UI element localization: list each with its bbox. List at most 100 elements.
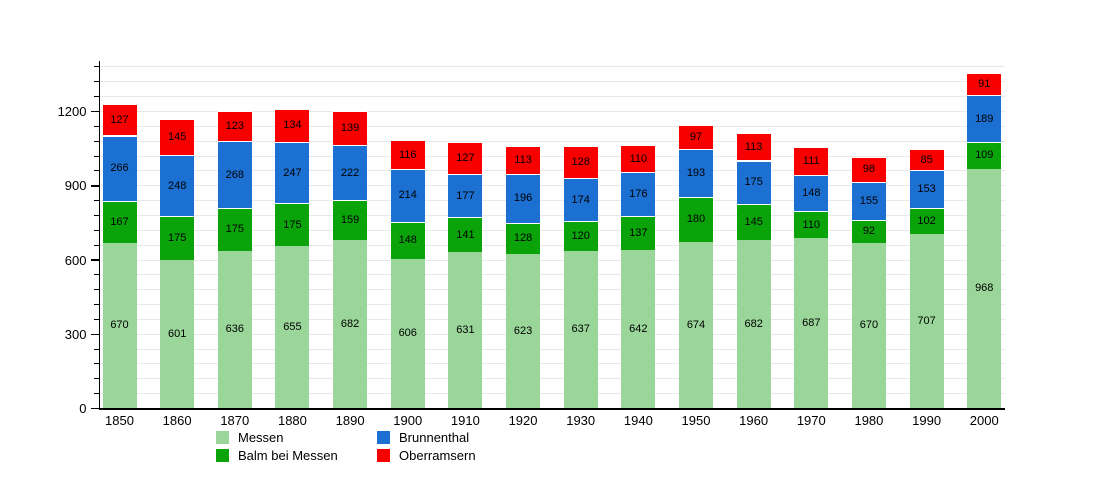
gridline <box>100 244 1005 246</box>
bar-segment-messen: 642 <box>621 249 656 409</box>
bar-value-label: 134 <box>283 119 302 132</box>
y-minor-tick <box>93 274 99 276</box>
y-minor-tick <box>93 229 99 231</box>
bar-value-label: 214 <box>398 189 417 202</box>
bar-value-label: 670 <box>110 319 129 332</box>
bar-segment-messen: 636 <box>217 251 252 409</box>
y-minor-tick <box>93 155 99 157</box>
bar-segment-oberramsern: 113 <box>506 146 541 175</box>
gridline <box>100 96 1005 98</box>
bar-segment-messen: 601 <box>160 259 195 409</box>
bar-segment-brunnenthal: 222 <box>333 145 368 201</box>
bar-value-label: 193 <box>686 167 706 180</box>
bar-segment-balm-bei-messen: 175 <box>275 203 310 247</box>
gridline <box>100 229 1005 231</box>
gridline <box>100 289 1005 291</box>
bar-segment-oberramsern: 97 <box>679 125 713 150</box>
bar-segment-oberramsern: 98 <box>851 157 886 182</box>
bar-value-label: 123 <box>225 120 244 133</box>
x-tick-label: 1950 <box>681 413 711 428</box>
bar-value-label: 120 <box>571 229 590 242</box>
bar-segment-brunnenthal: 153 <box>909 170 944 209</box>
bar-segment-balm-bei-messen: 167 <box>102 201 137 243</box>
bar-segment-oberramsern: 110 <box>621 144 656 173</box>
bar-segment-oberramsern: 145 <box>160 119 195 156</box>
bar-segment-brunnenthal: 176 <box>621 172 656 216</box>
bar-value-label: 189 <box>975 112 994 125</box>
legend-label: Balm bei Messen <box>238 448 338 463</box>
bar-segment-messen: 682 <box>333 239 368 409</box>
legend-swatch <box>377 431 390 444</box>
gridline <box>100 66 1005 68</box>
y-minor-tick <box>93 140 99 142</box>
gridline <box>100 81 1005 83</box>
x-tick-label: 1960 <box>739 413 769 428</box>
bar-value-label: 637 <box>571 323 590 336</box>
bar-value-label: 670 <box>859 319 879 332</box>
bar-value-label: 687 <box>802 316 821 329</box>
y-minor-tick <box>93 304 99 306</box>
x-tick-label: 1900 <box>393 413 423 428</box>
bar-value-label: 222 <box>340 166 360 179</box>
gridline <box>100 318 1005 320</box>
bar-value-label: 153 <box>917 183 936 196</box>
bar-value-label: 174 <box>571 193 590 206</box>
bar-value-label: 110 <box>802 218 821 231</box>
bar-segment-balm-bei-messen: 180 <box>679 197 713 242</box>
legend-swatch <box>216 431 229 444</box>
bar-value-label: 127 <box>456 151 475 164</box>
bar-value-label: 175 <box>283 218 302 231</box>
bar-segment-balm-bei-messen: 120 <box>563 221 598 251</box>
y-major-tick <box>90 259 99 261</box>
bar-value-label: 111 <box>802 154 820 167</box>
x-tick-label: 1940 <box>623 413 653 428</box>
bar-segment-messen: 670 <box>102 242 137 409</box>
bar-value-label: 606 <box>398 326 417 339</box>
bar-segment-messen: 655 <box>275 246 310 409</box>
y-minor-tick <box>93 200 99 202</box>
bar-segment-brunnenthal: 268 <box>217 141 252 208</box>
bar-segment-messen: 687 <box>794 238 829 409</box>
y-minor-tick <box>93 244 99 246</box>
bar-value-label: 145 <box>167 131 187 144</box>
bar-value-label: 116 <box>398 148 417 161</box>
bar-value-label: 175 <box>744 176 763 189</box>
bar-segment-oberramsern: 128 <box>563 146 598 179</box>
bar-segment-brunnenthal: 177 <box>448 173 483 218</box>
x-tick-label: 1880 <box>277 413 307 428</box>
x-tick-label: 1870 <box>220 413 250 428</box>
gridline <box>100 393 1005 395</box>
bar-segment-brunnenthal: 214 <box>390 168 425 222</box>
bar-segment-oberramsern: 139 <box>333 111 368 146</box>
bar-segment-brunnenthal: 248 <box>160 155 195 217</box>
y-tick-label: 900 <box>64 178 87 194</box>
gridline <box>100 185 1005 187</box>
bar-value-label: 159 <box>340 214 360 227</box>
bar-segment-messen: 606 <box>390 258 425 409</box>
bar-value-label: 145 <box>744 215 763 228</box>
y-minor-tick <box>93 170 99 172</box>
y-axis-line <box>98 61 101 410</box>
bar-value-label: 91 <box>978 77 991 90</box>
gridline <box>100 170 1005 172</box>
bar-value-label: 631 <box>456 323 475 336</box>
y-tick-label: 300 <box>64 326 87 342</box>
bar-value-label: 175 <box>167 232 187 245</box>
bar-segment-oberramsern: 91 <box>967 72 1002 96</box>
y-minor-tick <box>93 66 99 68</box>
bar-segment-oberramsern: 123 <box>217 111 252 142</box>
bar-value-label: 268 <box>225 168 244 181</box>
y-minor-tick <box>93 96 99 98</box>
y-tick-label: 0 <box>79 401 87 416</box>
bar-value-label: 167 <box>110 215 129 228</box>
bar-value-label: 968 <box>975 282 994 295</box>
bar-segment-messen: 637 <box>563 250 598 409</box>
bar-segment-messen: 707 <box>909 233 944 409</box>
bar-segment-balm-bei-messen: 110 <box>794 211 829 239</box>
bar-segment-oberramsern: 111 <box>794 147 829 175</box>
bar-value-label: 175 <box>225 223 244 236</box>
bar-value-label: 148 <box>398 234 417 247</box>
bar-value-label: 642 <box>629 322 648 335</box>
y-minor-tick <box>93 81 99 83</box>
bar-value-label: 623 <box>513 324 533 337</box>
